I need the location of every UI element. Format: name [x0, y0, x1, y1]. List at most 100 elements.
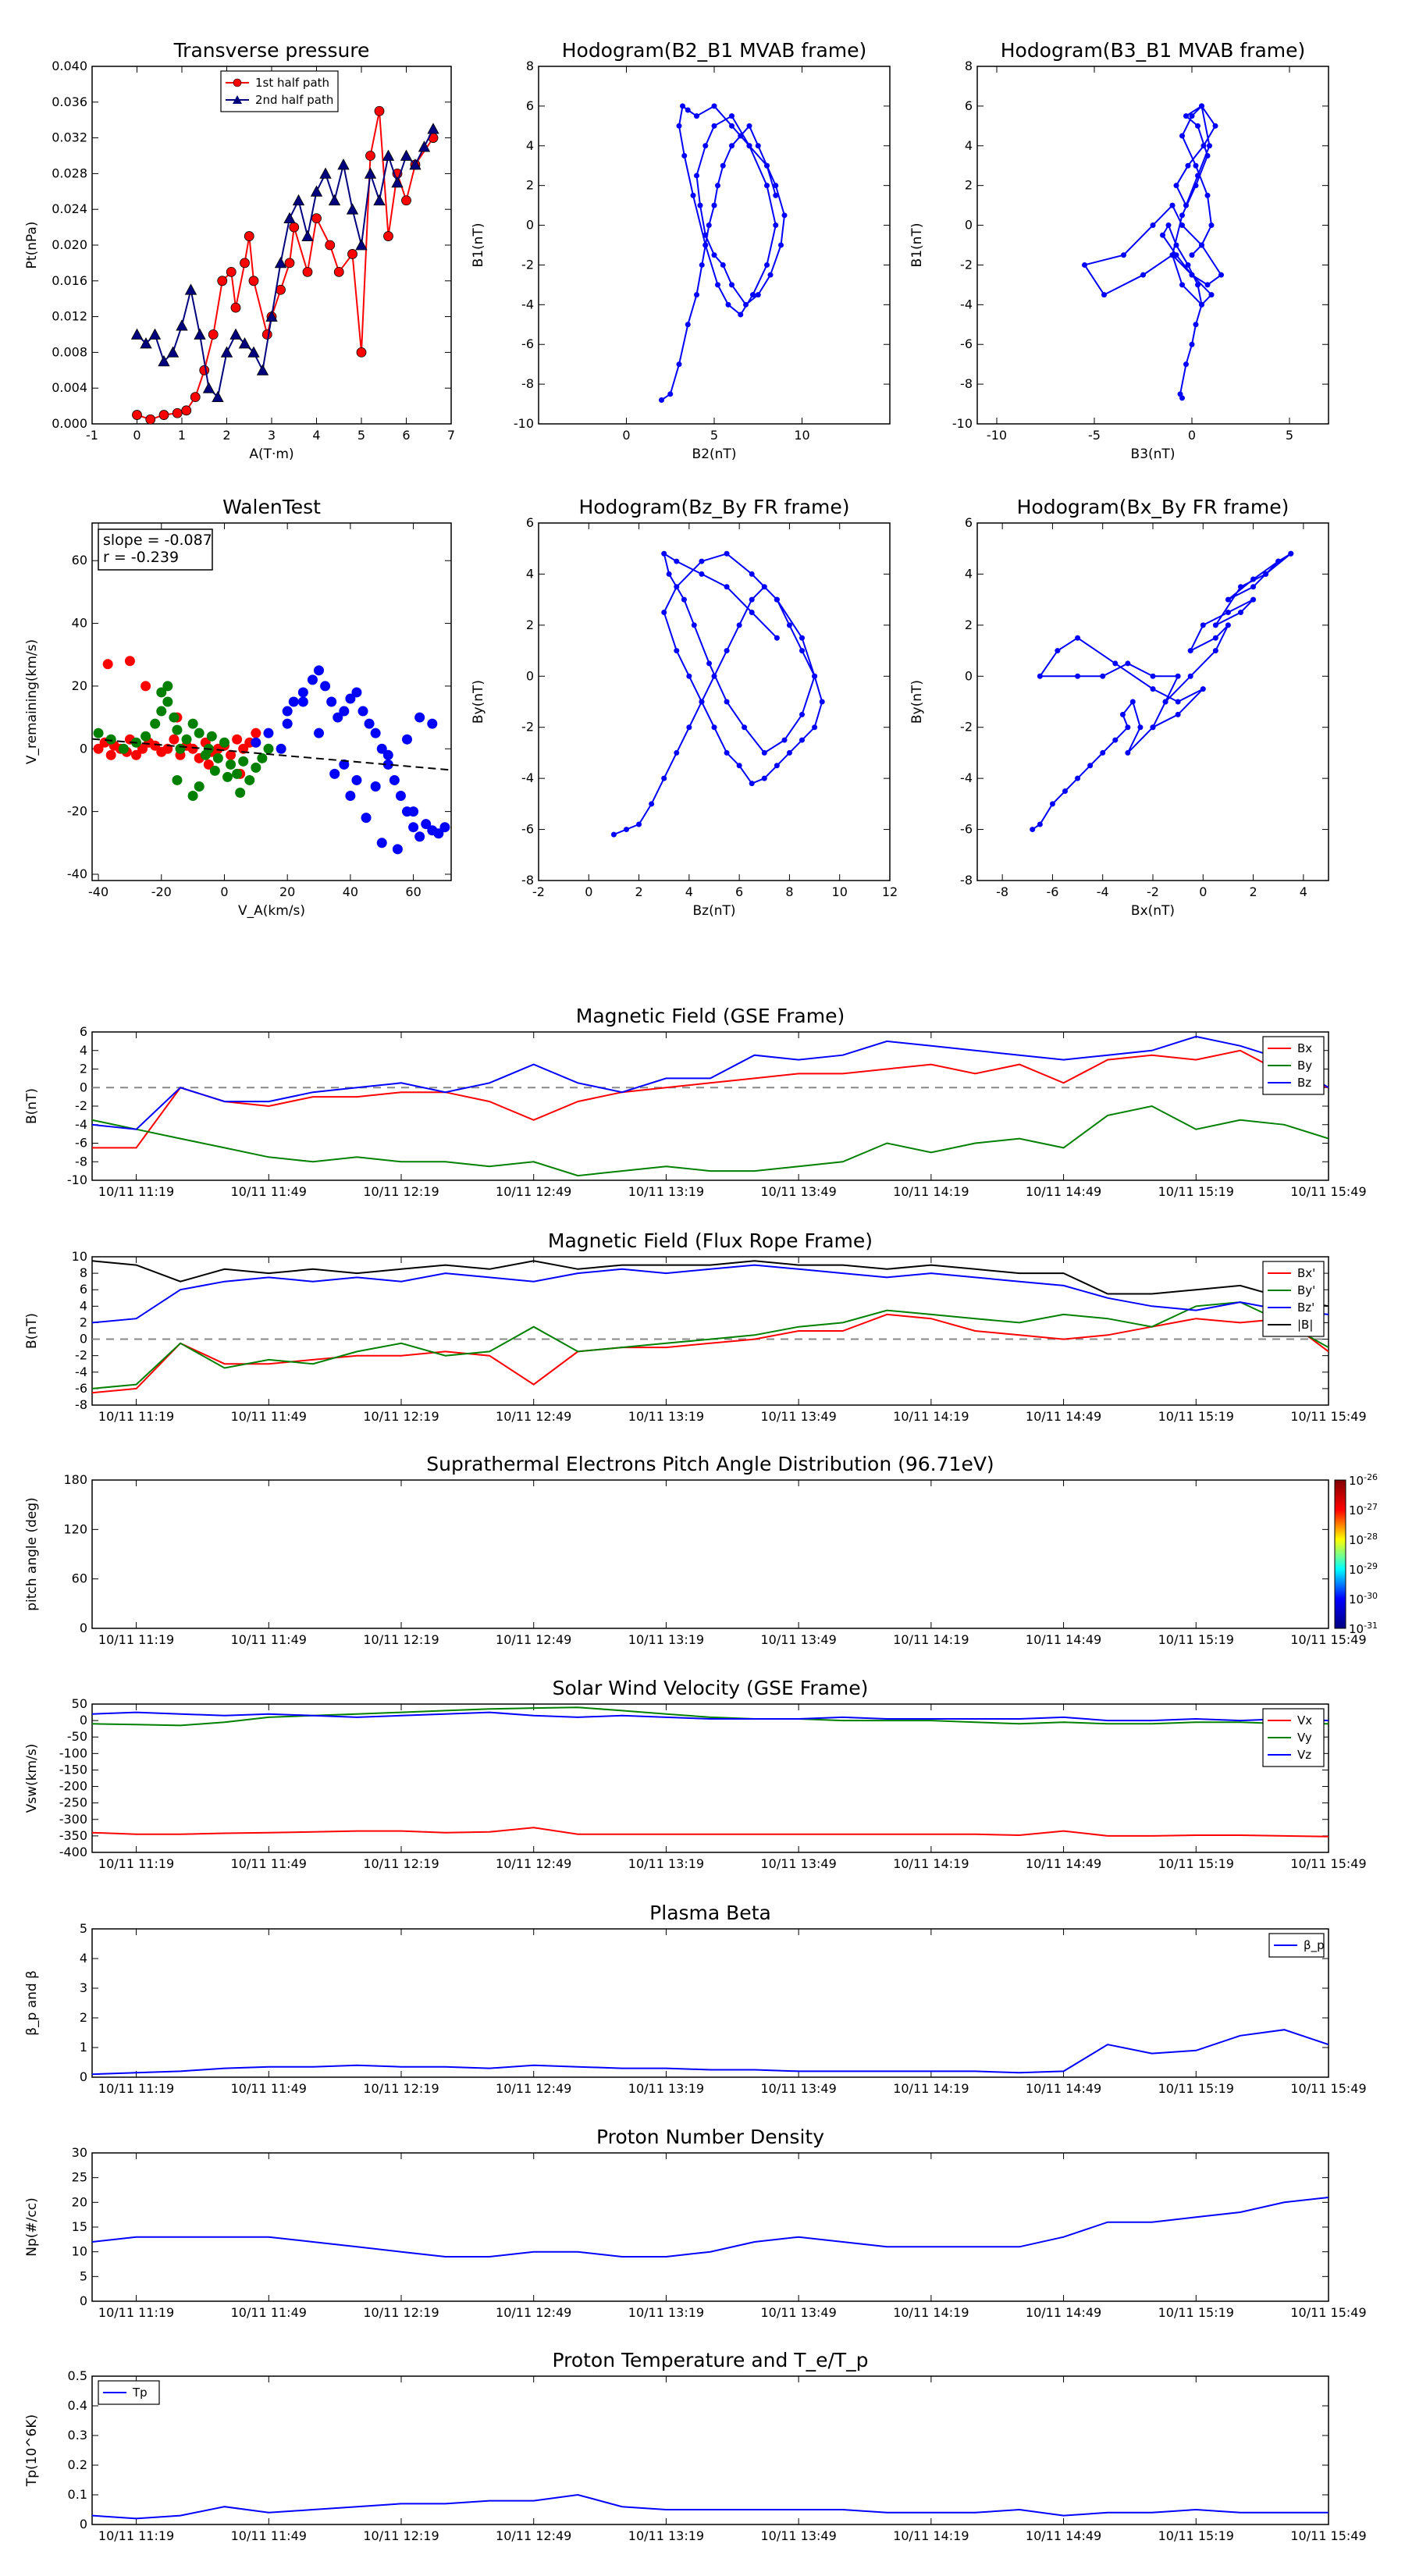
- walen-series-1-point: [232, 768, 243, 779]
- hodo_bzby-xtick-label: 4: [685, 884, 693, 899]
- hodo_bzby-series-0-point: [661, 550, 667, 557]
- hodo_bzby-xtick-label: 2: [635, 884, 642, 899]
- pt_a-series-0-point: [374, 105, 385, 116]
- mag_gse-series-1-line: [92, 1105, 1329, 1177]
- np-xtick-label: 10/11 13:19: [628, 2305, 704, 2320]
- hodo_bzby-ytick-label: -8: [521, 873, 534, 888]
- hodo_b2b1-series-0-point: [764, 162, 770, 169]
- np-xtick-label: 10/11 14:49: [1026, 2305, 1101, 2320]
- mag_fr-legend-label: Bx': [1297, 1266, 1315, 1280]
- np-ytick-label: 25: [72, 2170, 87, 2185]
- hodo_bxby-series-0-point: [1150, 686, 1156, 692]
- vsw-ytick-label: -250: [59, 1795, 87, 1810]
- hodo_b2b1-ytick-label: -4: [521, 297, 534, 311]
- tp-ytick-label: 0.1: [68, 2487, 87, 2502]
- hodo_bxby-series-0-point: [1112, 737, 1119, 743]
- hodo_bzby-series-0-point: [749, 781, 755, 787]
- hodo_b2b1-series-0-point: [694, 292, 699, 298]
- beta-xtick-label: 10/11 13:19: [628, 2081, 704, 2096]
- hodo_b3b1-series-0-point: [1204, 282, 1211, 288]
- hodo_b3b1-series-0-point: [1207, 143, 1212, 149]
- walen-series-1-point: [194, 728, 205, 738]
- hodo_b3b1-series-0-point: [1173, 242, 1179, 248]
- hodo_b3b1-series-0-point: [1173, 183, 1179, 189]
- mag_gse-ytick-label: 2: [80, 1062, 87, 1076]
- mag_gse-ytick-label: 4: [80, 1043, 87, 1058]
- pad-xtick-label: 10/11 15:49: [1290, 1632, 1366, 1647]
- vsw-ytick-label: -350: [59, 1828, 87, 1843]
- hodo_b3b1-series-0-point: [1082, 262, 1087, 268]
- walen-series-2-point: [297, 687, 308, 698]
- hodo_bxby-series-0-point: [1125, 660, 1131, 667]
- mag_fr-xtick-label: 10/11 14:19: [893, 1409, 969, 1424]
- hodo_bxby-series-0-point: [1075, 673, 1081, 679]
- tp-ytick-label: 0.2: [68, 2457, 87, 2472]
- hodo_b3b1-series-0-point: [1199, 242, 1204, 248]
- hodo_b3b1-series-0-point: [1160, 232, 1165, 238]
- hodo_bxby-series-0-point: [1162, 699, 1168, 705]
- pad-xtick-label: 10/11 13:49: [760, 1632, 836, 1647]
- hodo_bxby-ytick-label: -4: [960, 770, 973, 785]
- np-ytick-label: 0: [80, 2293, 87, 2308]
- hodo_bxby-xtick-label: 2: [1249, 884, 1257, 899]
- mag_gse-ytick-label: 0: [80, 1080, 87, 1094]
- hodo_b2b1-ytick-label: -6: [521, 336, 534, 351]
- walen-series-2-point: [357, 706, 368, 717]
- vsw-ytick-label: 0: [80, 1713, 87, 1727]
- hodo_bxby-ytick-label: 6: [965, 515, 973, 530]
- pad-colorbar-label: 10-27: [1349, 1502, 1378, 1518]
- mag_fr-ytick-label: 10: [72, 1249, 87, 1264]
- hodo_bxby-series-0-point: [1175, 699, 1181, 705]
- hodo_b3b1-title: Hodogram(B3_B1 MVAB frame): [1001, 39, 1306, 62]
- hodo_b2b1-ytick-label: -8: [521, 376, 534, 391]
- pt_a-series-1-point: [256, 364, 269, 375]
- hodo_bxby-series-0-point: [1275, 558, 1282, 564]
- mag_fr-xtick-label: 10/11 11:19: [98, 1409, 174, 1424]
- mag_fr-xtick-label: 10/11 12:19: [363, 1409, 439, 1424]
- vsw-series-1-line: [92, 1706, 1329, 1727]
- pt_a-series-1-point: [202, 382, 215, 393]
- walen-series-0-point: [93, 743, 104, 754]
- hodo_b3b1-series-0-point: [1183, 202, 1189, 208]
- hodo_b2b1-series-0-point: [702, 242, 709, 248]
- hodo_b3b1-series-0-point: [1150, 222, 1156, 229]
- walen-series-2-point: [389, 774, 400, 785]
- walen-series-2-point: [361, 813, 372, 824]
- hodo_bzby-series-0-point: [781, 737, 788, 743]
- hodo_bxby-xtick-label: 0: [1199, 884, 1207, 899]
- np-xtick-label: 10/11 12:49: [496, 2305, 571, 2320]
- pad-xtick-label: 10/11 14:19: [893, 1632, 969, 1647]
- walen-series-1-point: [209, 765, 220, 776]
- hodo_bxby-series-0-point: [1225, 622, 1231, 628]
- hodo_bxby-series-0-point: [1187, 673, 1193, 679]
- vsw-ytick-label: -400: [59, 1845, 87, 1859]
- hodo_bxby-x-axis-label: Bx(nT): [1131, 903, 1175, 919]
- vsw-ytick-label: -200: [59, 1779, 87, 1794]
- tp-ytick-label: 0.5: [68, 2368, 87, 2383]
- walen-series-0-point: [226, 749, 237, 760]
- pt_a-ytick-label: 0.032: [52, 130, 87, 145]
- pt_a-series-0-point: [208, 329, 219, 340]
- walen-series-0-point: [203, 759, 214, 770]
- beta-xtick-label: 10/11 11:19: [98, 2081, 174, 2096]
- hodo_bxby-xtick-label: -8: [996, 884, 1008, 899]
- hodo_bzby-series-0-point: [799, 648, 805, 654]
- walen-series-2-point: [370, 781, 381, 792]
- np-series-0-line: [92, 2197, 1329, 2258]
- vsw-ytick-label: -100: [59, 1745, 87, 1760]
- walen-series-2-point: [382, 749, 393, 760]
- vsw-ytick-label: -150: [59, 1762, 87, 1777]
- mag_gse-xtick-label: 10/11 11:19: [98, 1184, 174, 1199]
- walen-series-1-point: [140, 731, 151, 742]
- pt_a-panel: Transverse pressure 0.000 0.004 0.008 0.012 0…: [24, 39, 455, 462]
- np-ytick-label: 10: [72, 2244, 87, 2259]
- pt_a-xtick-label: 2: [222, 428, 230, 443]
- walen-series-0-point: [102, 659, 113, 670]
- walen-series-1-point: [169, 712, 180, 723]
- beta-xtick-label: 10/11 14:19: [893, 2081, 969, 2096]
- hodo_bxby-xtick-label: -4: [1097, 884, 1109, 899]
- pt_a-series-1-point: [274, 257, 287, 269]
- vsw-xtick-label: 10/11 12:19: [363, 1856, 439, 1871]
- hodo_bzby-series-0-point: [774, 635, 780, 641]
- hodo_bzby-series-0-point: [819, 699, 825, 705]
